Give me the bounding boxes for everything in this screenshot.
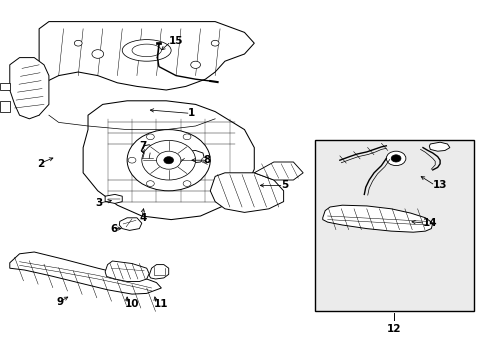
Circle shape xyxy=(146,181,154,186)
Circle shape xyxy=(128,157,136,163)
Circle shape xyxy=(211,40,219,46)
Text: 2: 2 xyxy=(37,159,44,169)
Circle shape xyxy=(156,151,181,169)
Text: 9: 9 xyxy=(56,297,63,307)
Polygon shape xyxy=(34,22,254,115)
Polygon shape xyxy=(0,83,10,90)
Polygon shape xyxy=(10,252,161,294)
Circle shape xyxy=(146,134,154,140)
Circle shape xyxy=(183,134,190,140)
Text: 15: 15 xyxy=(168,36,183,46)
Polygon shape xyxy=(254,162,303,180)
Text: 11: 11 xyxy=(154,299,168,309)
Text: 4: 4 xyxy=(139,213,146,223)
Circle shape xyxy=(163,157,173,164)
Text: 8: 8 xyxy=(203,155,210,165)
Text: 10: 10 xyxy=(124,299,139,309)
Text: 3: 3 xyxy=(95,198,102,208)
Polygon shape xyxy=(210,173,283,212)
Polygon shape xyxy=(428,142,449,151)
Polygon shape xyxy=(149,265,168,279)
Polygon shape xyxy=(10,58,49,119)
Polygon shape xyxy=(182,150,204,163)
Circle shape xyxy=(386,151,405,166)
Circle shape xyxy=(142,140,195,180)
Circle shape xyxy=(127,130,210,191)
Polygon shape xyxy=(322,205,432,232)
Polygon shape xyxy=(105,261,149,282)
Polygon shape xyxy=(105,194,122,203)
Text: 13: 13 xyxy=(432,180,447,190)
Circle shape xyxy=(201,157,209,163)
Bar xyxy=(315,140,473,311)
Circle shape xyxy=(190,61,200,68)
Circle shape xyxy=(74,40,82,46)
Text: 6: 6 xyxy=(110,224,117,234)
Circle shape xyxy=(92,50,103,58)
Circle shape xyxy=(390,155,400,162)
Text: 14: 14 xyxy=(422,218,437,228)
Text: 12: 12 xyxy=(386,324,400,334)
Polygon shape xyxy=(156,42,161,44)
Polygon shape xyxy=(0,101,10,112)
Polygon shape xyxy=(141,145,152,153)
Text: 7: 7 xyxy=(139,141,146,151)
Ellipse shape xyxy=(122,40,171,61)
Text: 5: 5 xyxy=(281,180,288,190)
Ellipse shape xyxy=(132,44,161,57)
Text: 1: 1 xyxy=(188,108,195,118)
Polygon shape xyxy=(119,218,142,230)
Polygon shape xyxy=(83,101,254,220)
Circle shape xyxy=(183,181,190,186)
